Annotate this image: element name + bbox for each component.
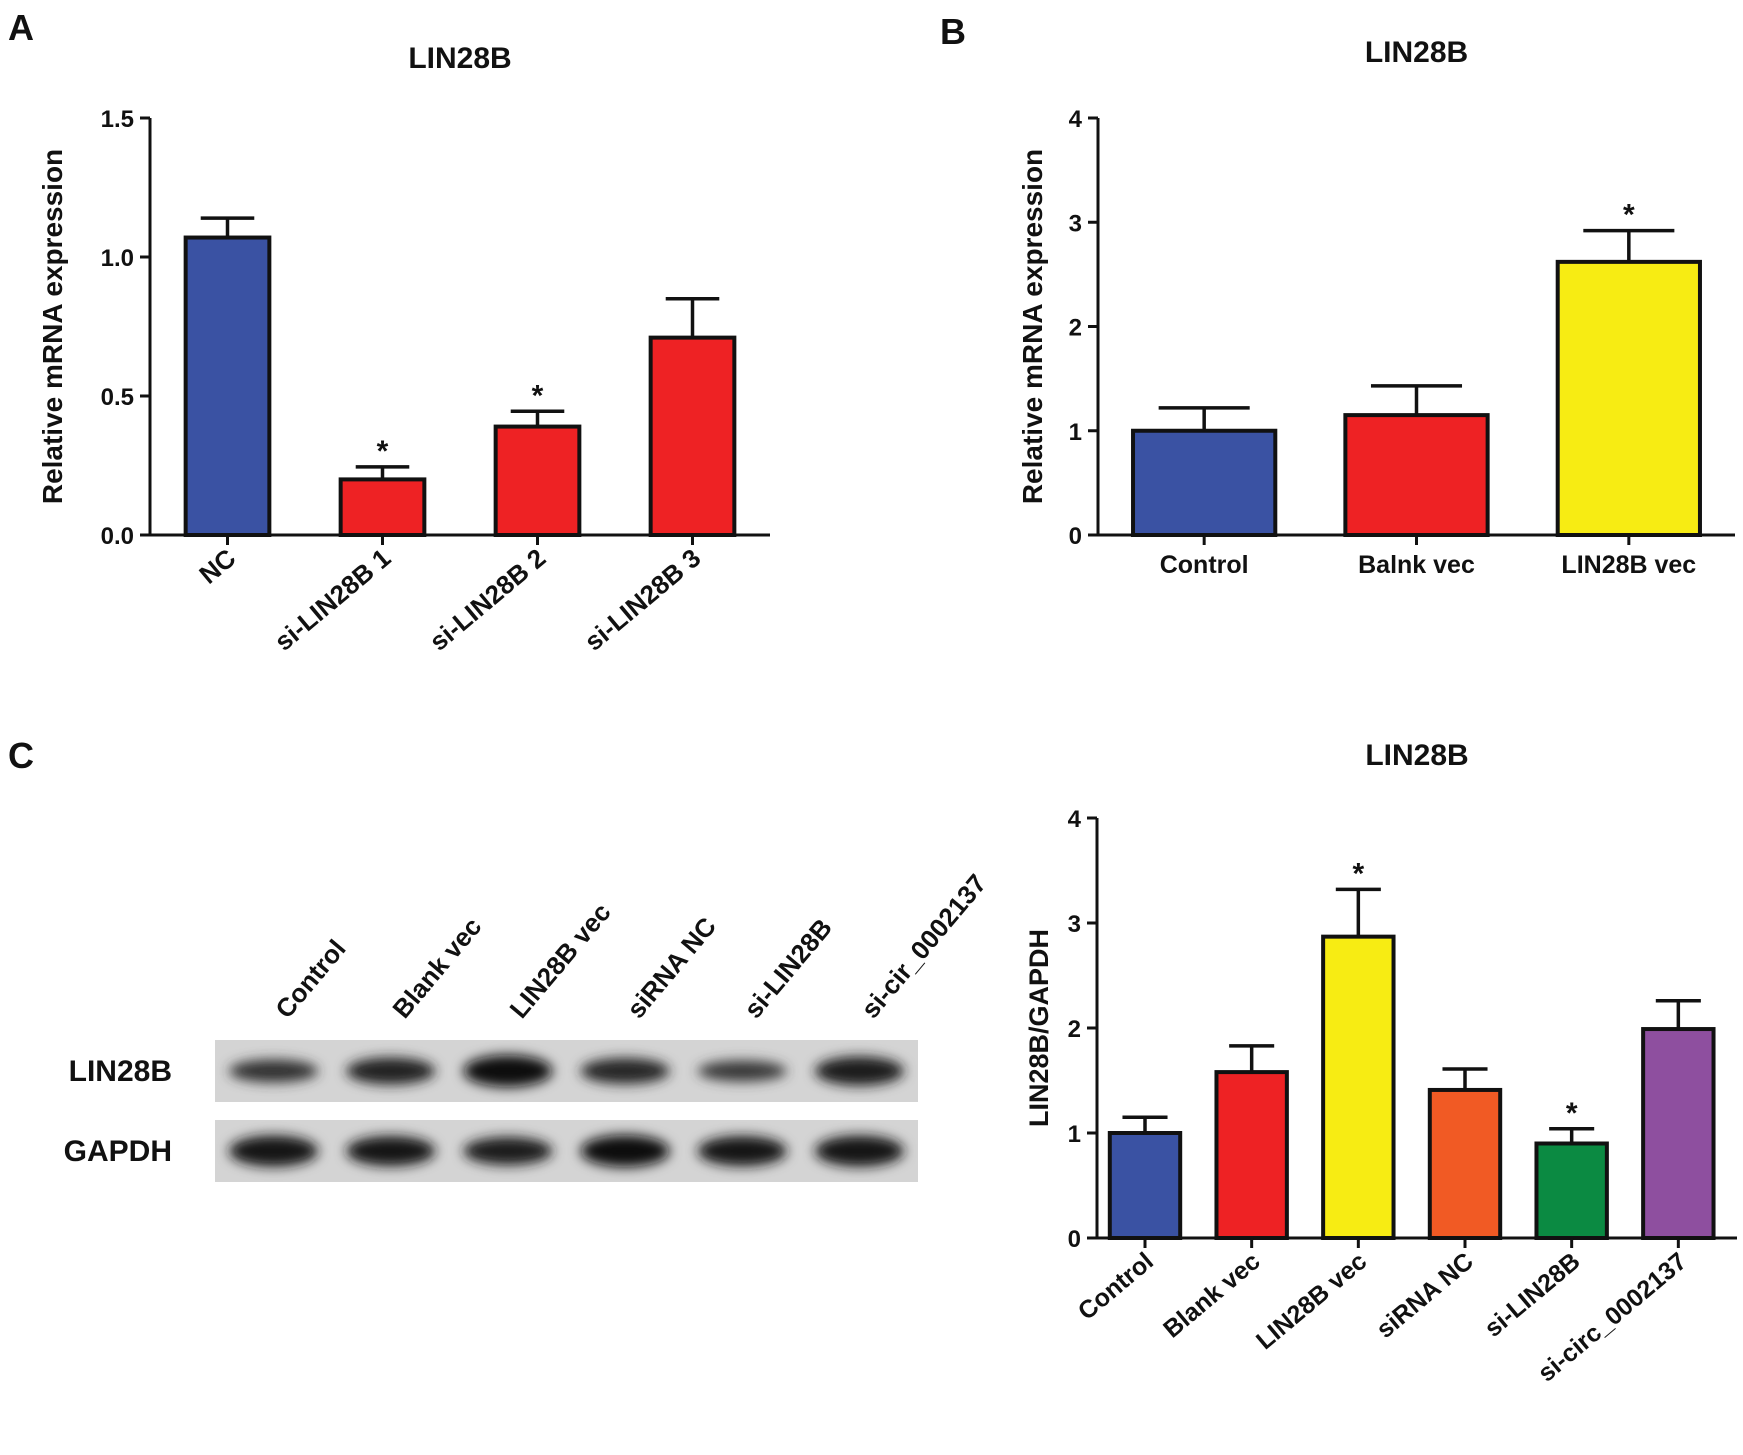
bar xyxy=(1214,1070,1289,1240)
significance-marker: * xyxy=(1352,857,1364,890)
chart-a: LIN28B Relative mRNA expression 0.0 0.5 1.0 1… xyxy=(37,42,770,657)
x-tick-label: si-LIN28B 2 xyxy=(424,543,552,657)
blot-lane-label: LIN28B vec xyxy=(504,897,617,1024)
bar xyxy=(1427,1087,1503,1240)
panel-label-c: C xyxy=(8,735,34,776)
blot-band xyxy=(229,1059,319,1083)
y-axis-label: Relative mRNA expression xyxy=(37,149,68,504)
bar xyxy=(1343,413,1490,537)
blot-membrane xyxy=(215,1040,918,1102)
panel-label-a: A xyxy=(8,7,34,48)
western-blot: Control Blank vec LIN28B vec siRNA NC si-LIN… xyxy=(64,868,992,1182)
significance-marker: * xyxy=(1623,199,1635,232)
y-tick-label: 2 xyxy=(1069,315,1082,342)
x-tick-label: LIN28B vec xyxy=(1251,1247,1372,1355)
blot-band xyxy=(580,1135,670,1167)
blot-band xyxy=(346,1057,436,1085)
y-axis-label: Relative mRNA expression xyxy=(1017,149,1048,504)
x-tick-label: si-LIN28B xyxy=(1479,1247,1585,1343)
blot-band xyxy=(346,1136,436,1166)
blot-lane-label: Control xyxy=(269,934,351,1024)
blot-band xyxy=(463,1055,553,1087)
significance-marker: * xyxy=(1566,1097,1578,1130)
blot-lane-label: Blank vec xyxy=(386,912,487,1024)
x-tick-label: Control xyxy=(1073,1247,1159,1326)
blot-membrane xyxy=(215,1120,918,1182)
x-tick-label: Control xyxy=(1160,551,1249,579)
blot-band xyxy=(697,1136,787,1166)
y-tick-label: 0.0 xyxy=(101,523,134,550)
bar xyxy=(493,424,582,537)
x-tick-label: si-LIN28B 1 xyxy=(269,543,397,657)
blot-lane-label: si-LIN28B xyxy=(738,913,838,1024)
blot-lane-label: si-cir_0002137 xyxy=(855,868,992,1024)
bar xyxy=(648,335,737,537)
panel-label-b: B xyxy=(940,11,966,52)
x-tick-label: si-LIN28B 3 xyxy=(579,543,707,657)
x-tick-label: Balnk vec xyxy=(1358,551,1475,579)
blot-band xyxy=(580,1058,670,1084)
y-tick-label: 1.5 xyxy=(101,106,134,133)
bar xyxy=(1321,934,1396,1241)
bar xyxy=(338,477,427,537)
x-tick-label: LIN28B vec xyxy=(1561,551,1696,579)
bar xyxy=(183,235,272,537)
y-tick-label: 0 xyxy=(1068,1226,1081,1253)
bar xyxy=(1107,1131,1183,1240)
blot-lane-label: siRNA NC xyxy=(621,911,722,1024)
bar xyxy=(1131,428,1278,537)
y-axis-label: LIN28B/GAPDH xyxy=(1024,929,1054,1127)
bar xyxy=(1555,259,1702,537)
y-tick-label: 1 xyxy=(1069,419,1082,446)
bar xyxy=(1641,1027,1716,1241)
blot-band xyxy=(697,1060,787,1082)
blot-row-label: GAPDH xyxy=(64,1135,172,1168)
chart-b: LIN28B Relative mRNA expression 0 1 2 3 4 Contr… xyxy=(1017,36,1735,579)
y-tick-label: 2 xyxy=(1068,1016,1081,1043)
significance-marker: * xyxy=(377,435,389,468)
y-tick-label: 4 xyxy=(1069,106,1083,133)
y-tick-label: 0.5 xyxy=(101,384,134,411)
significance-marker: * xyxy=(532,379,544,412)
chart-title: LIN28B xyxy=(408,42,511,75)
blot-band xyxy=(814,1056,904,1086)
blot-band xyxy=(814,1135,904,1167)
chart-c: LIN28B LIN28B/GAPDH 0 1 2 3 4 Control Blank vec *… xyxy=(1024,739,1737,1387)
blot-band xyxy=(229,1135,319,1167)
x-tick-label: NC xyxy=(193,542,241,589)
chart-title: LIN28B xyxy=(1365,36,1468,69)
y-tick-label: 0 xyxy=(1069,523,1082,550)
chart-title: LIN28B xyxy=(1365,739,1468,772)
y-tick-label: 3 xyxy=(1068,911,1081,938)
blot-band xyxy=(463,1137,553,1165)
y-tick-label: 4 xyxy=(1068,806,1082,833)
x-tick-label: Blank vec xyxy=(1158,1247,1265,1344)
y-tick-label: 1.0 xyxy=(101,245,134,272)
y-tick-label: 3 xyxy=(1069,210,1082,237)
x-tick-label: siRNA NC xyxy=(1371,1247,1479,1344)
blot-row-label: LIN28B xyxy=(69,1055,172,1088)
y-tick-label: 1 xyxy=(1068,1121,1081,1148)
bar xyxy=(1534,1141,1609,1240)
